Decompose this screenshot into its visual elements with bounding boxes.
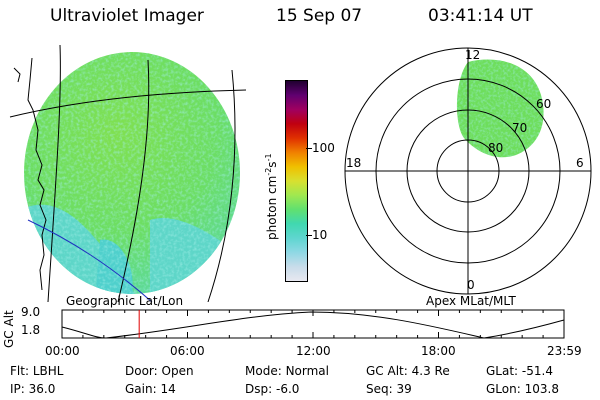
info-gain: Gain: 14 (125, 382, 176, 396)
altitude-timeline (61, 309, 565, 339)
info-glon: GLon: 103.8 (486, 382, 559, 396)
colorbar (285, 80, 308, 282)
timeline-y-label: GC Alt (2, 310, 16, 348)
timeline-x-tick-2: 12:00 (296, 344, 331, 358)
colorbar-tick-100: 100 (312, 141, 335, 155)
timeline-x-tick-3: 18:00 (421, 344, 456, 358)
colorbar-tick-10: 10 (312, 228, 328, 242)
info-gc-alt: GC Alt: 4.3 Re (366, 364, 450, 378)
header-time: 03:41:14 UT (428, 6, 533, 26)
info-filter: Flt: LBHL (10, 364, 64, 378)
timeline-x-tick-0: 00:00 (45, 344, 80, 358)
info-mode: Mode: Normal (245, 364, 329, 378)
coastline (27, 57, 47, 291)
mlt-label-6: 6 (576, 156, 584, 170)
instrument-title: Ultraviolet Imager (50, 6, 204, 26)
colorbar-unit-label: photon cm-2s-1 (264, 153, 279, 240)
timeline-y-tick-min: 1.8 (21, 323, 41, 337)
mlat-label-80: 80 (488, 141, 503, 155)
altitude-curve (61, 311, 565, 339)
polar-grid (344, 47, 592, 295)
timeline-x-tick-4: 23:59 (547, 344, 582, 358)
timeline-x-tick-1: 06:00 (170, 344, 205, 358)
geographic-map (9, 44, 247, 302)
lat-lon-grid (9, 44, 247, 302)
info-seq: Seq: 39 (366, 382, 412, 396)
mlt-label-18: 18 (346, 156, 361, 170)
polar-plot-label: Apex MLat/MLT (426, 294, 516, 308)
mlt-label-12: 12 (465, 48, 480, 62)
geo-map-label: Geographic Lat/Lon (66, 294, 184, 308)
info-dsp: Dsp: -6.0 (245, 382, 300, 396)
header-date: 15 Sep 07 (276, 6, 363, 26)
polar-plot: 12 18 6 0 60 70 80 (344, 47, 592, 295)
mlt-label-0: 0 (467, 278, 475, 292)
mlat-label-60: 60 (536, 97, 551, 111)
mlat-label-70: 70 (512, 121, 527, 135)
info-ip: IP: 36.0 (10, 382, 56, 396)
auroral-image (24, 52, 240, 294)
info-door: Door: Open (125, 364, 194, 378)
info-glat: GLat: -51.4 (486, 364, 553, 378)
timeline-y-tick-max: 9.0 (21, 305, 41, 319)
